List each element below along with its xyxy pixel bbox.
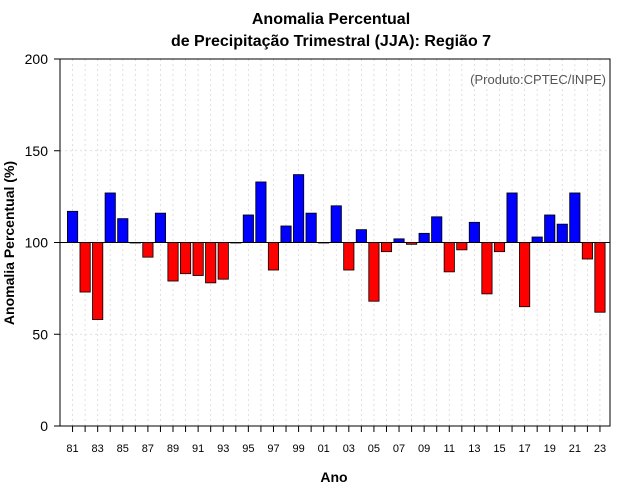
- x-tick-label: 81: [66, 443, 78, 455]
- x-tick-label: 99: [292, 443, 304, 455]
- bar-12: [456, 242, 468, 251]
- bar-85: [117, 218, 129, 243]
- x-tick-label: 13: [468, 443, 480, 455]
- bar-95: [242, 214, 254, 243]
- bar-98: [280, 225, 292, 243]
- bar-81: [67, 210, 79, 243]
- bar-22: [581, 242, 593, 260]
- bar-21: [569, 192, 581, 243]
- bar-06: [380, 242, 393, 253]
- x-tick-label: 19: [544, 443, 556, 455]
- bar-11: [443, 242, 455, 273]
- bar-99: [293, 174, 305, 243]
- bar-23: [594, 242, 606, 313]
- x-tick-label: 95: [242, 443, 254, 455]
- bar-03: [343, 242, 355, 271]
- x-tick-label: 97: [267, 443, 279, 455]
- x-tick-label: 83: [92, 443, 104, 455]
- bar-07: [393, 238, 405, 243]
- x-tick-label: 85: [117, 443, 129, 455]
- bar-18: [531, 236, 543, 243]
- bar-89: [167, 242, 179, 282]
- bar-83: [92, 242, 104, 320]
- x-tick-label: 07: [393, 443, 405, 455]
- y-axis: 0 50 100 150 200: [25, 51, 60, 434]
- bar-90: [180, 242, 192, 275]
- bars: [67, 174, 606, 320]
- bar-93: [217, 242, 229, 280]
- bar-13: [468, 221, 480, 243]
- bar-97: [267, 242, 280, 271]
- bar-02: [330, 205, 342, 243]
- y-tick-label: 200: [25, 51, 49, 67]
- x-tick-label: 15: [493, 443, 505, 455]
- bar-09: [418, 232, 430, 243]
- chart-title-line2: de Precipitação Trimestral (JJA): Região…: [171, 33, 491, 50]
- bar-00: [305, 212, 317, 243]
- x-tick-label: 23: [594, 443, 606, 455]
- chart-title-line1: Anomalia Percentual: [252, 11, 410, 28]
- bar-10: [431, 216, 443, 243]
- x-tick-label: 91: [192, 443, 204, 455]
- x-tick-label: 09: [418, 443, 430, 455]
- bar-16: [506, 192, 518, 243]
- y-tick-label: 100: [25, 235, 49, 251]
- bar-96: [255, 181, 267, 243]
- x-tick-label: 03: [343, 443, 355, 455]
- bar-17: [519, 242, 531, 308]
- y-tick-label: 50: [32, 326, 48, 342]
- bar-82: [79, 242, 91, 293]
- bar-87: [142, 242, 154, 258]
- bar-15: [493, 242, 506, 253]
- y-tick-label: 150: [25, 143, 49, 159]
- bar-84: [104, 192, 116, 243]
- x-tick-label: 11: [444, 443, 455, 455]
- x-tick-label: 05: [368, 443, 380, 455]
- bar-20: [556, 223, 568, 243]
- bar-88: [154, 212, 167, 243]
- y-tick-label: 0: [40, 418, 48, 434]
- bar-91: [192, 242, 204, 276]
- bar-14: [481, 242, 493, 295]
- x-tick-label: 01: [318, 443, 330, 455]
- bar-19: [544, 214, 556, 243]
- x-tick-label: 87: [142, 443, 154, 455]
- bar-05: [368, 242, 380, 302]
- bar-04: [355, 229, 367, 243]
- credit-text: (Produto:CPTEC/INPE): [470, 72, 606, 87]
- bar-92: [205, 242, 217, 284]
- x-axis: 81 83 85 87 89 91 93 95 97 99 01 03 05 07 09 11 13 15 17 19…: [66, 426, 606, 455]
- x-tick-label: 89: [167, 443, 179, 455]
- x-tick-label: 17: [518, 443, 530, 455]
- x-tick-label: 93: [217, 443, 229, 455]
- x-axis-label: Ano: [320, 469, 347, 485]
- x-tick-label: 21: [569, 443, 581, 455]
- y-axis-label: Anomalia Percentual (%): [1, 161, 17, 325]
